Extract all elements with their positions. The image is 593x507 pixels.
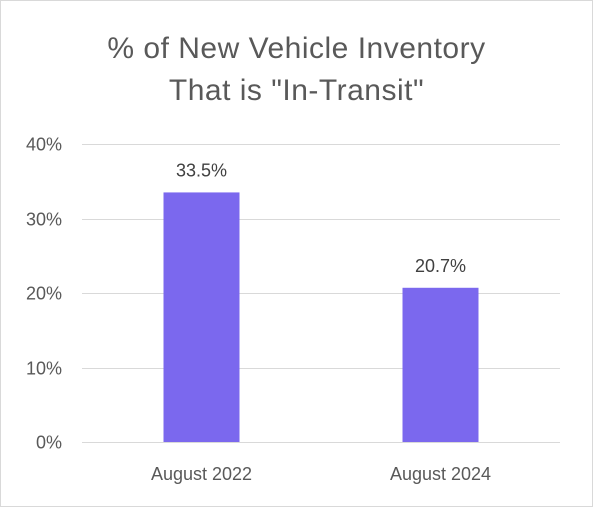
y-tick-label: 20% [26, 284, 62, 304]
bar-1 [163, 192, 240, 442]
y-tick-label: 10% [26, 359, 62, 379]
chart-title: % of New Vehicle Inventory That is "In-T… [0, 28, 593, 112]
y-tick-label: 30% [26, 210, 62, 230]
bar-2 [402, 287, 479, 442]
data-labels: 33.5% 20.7% [176, 160, 466, 275]
y-tick-label: 40% [26, 135, 62, 155]
data-label: 33.5% [176, 160, 227, 180]
category-label: August 2022 [151, 464, 252, 484]
data-label: 20.7% [415, 256, 466, 276]
y-tick-label: 0% [36, 433, 62, 453]
chart-title-line-2: That is "In-Transit" [168, 74, 425, 107]
chart-title-line-1: % of New Vehicle Inventory [107, 32, 486, 65]
category-label: August 2024 [390, 464, 491, 484]
y-axis-tick-labels: 0% 10% 20% 30% 40% [26, 135, 62, 453]
gridlines [82, 144, 560, 443]
x-axis-category-labels: August 2022 August 2024 [151, 464, 491, 484]
bars [163, 192, 479, 442]
